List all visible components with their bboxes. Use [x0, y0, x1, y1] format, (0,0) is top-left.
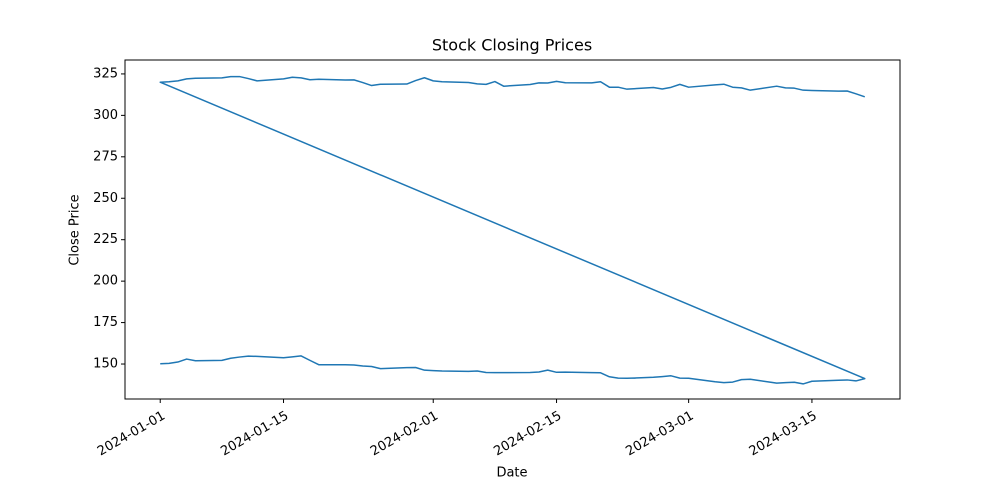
- data-line: [159, 75, 866, 385]
- y-tick-label: 250: [93, 191, 118, 206]
- y-tick-label: 200: [93, 274, 118, 289]
- y-tick-label: 325: [93, 66, 118, 81]
- chart-title: Stock Closing Prices: [432, 36, 592, 55]
- y-tick-label: 300: [93, 108, 118, 123]
- y-tick-label: 275: [93, 149, 118, 164]
- y-axis-label: Close Price: [68, 194, 83, 265]
- y-tick-label: 175: [93, 315, 118, 330]
- y-tick-label: 225: [93, 232, 118, 247]
- y-tick-label: 150: [93, 357, 118, 372]
- x-axis-label: Date: [496, 466, 527, 481]
- plot-frame: [124, 59, 901, 400]
